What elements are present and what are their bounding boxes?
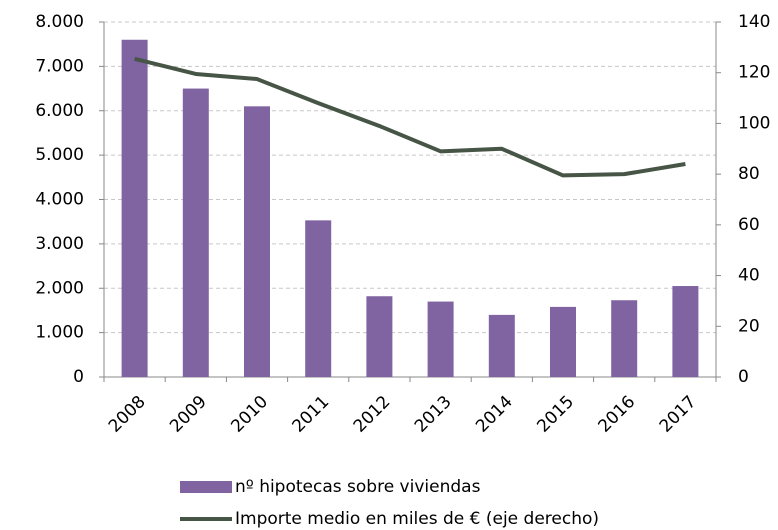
bar bbox=[182, 88, 209, 377]
y2-tick-label: 140 bbox=[738, 12, 770, 32]
x-tick-label: 2012 bbox=[350, 392, 395, 437]
bar bbox=[305, 220, 332, 377]
y-tick-label: 6.000 bbox=[35, 101, 84, 121]
y2-tick-label: 60 bbox=[738, 215, 760, 235]
y2-tick-label: 120 bbox=[738, 63, 770, 83]
y-tick-label: 4.000 bbox=[35, 190, 84, 210]
bar bbox=[488, 314, 515, 377]
x-tick-label: 2010 bbox=[227, 392, 272, 437]
bar bbox=[550, 306, 576, 377]
line bbox=[134, 56, 686, 178]
x-tick-label: 2013 bbox=[411, 392, 456, 437]
x-tick-label: 2008 bbox=[105, 392, 150, 437]
y2-tick-label: 80 bbox=[738, 164, 760, 184]
legend-label: Importe medio en miles de € (eje derecho… bbox=[235, 509, 599, 529]
bar bbox=[366, 296, 393, 377]
x-tick-label: 2015 bbox=[533, 392, 578, 437]
legend-swatch bbox=[180, 481, 232, 493]
y2-tick-label: 20 bbox=[738, 316, 760, 336]
bar bbox=[121, 39, 148, 377]
x-tick-label: 2009 bbox=[166, 392, 211, 437]
bar bbox=[611, 300, 638, 377]
legend-label: nº hipotecas sobre viviendas bbox=[235, 477, 481, 497]
bar bbox=[672, 286, 699, 377]
y2-tick-label: 100 bbox=[738, 113, 770, 133]
y-tick-label: 7.000 bbox=[35, 56, 84, 76]
y-tick-label: 0 bbox=[73, 367, 84, 387]
y-tick-label: 3.000 bbox=[35, 234, 84, 254]
x-tick-label: 2011 bbox=[289, 392, 334, 437]
x-tick-label: 2014 bbox=[472, 392, 517, 437]
y-tick-label: 8.000 bbox=[35, 12, 84, 32]
x-tick-label: 2016 bbox=[595, 392, 640, 437]
y2-tick-label: 40 bbox=[738, 266, 760, 286]
y2-tick-label: 0 bbox=[738, 367, 749, 387]
y-tick-label: 5.000 bbox=[35, 145, 84, 165]
y-tick-label: 2.000 bbox=[35, 278, 84, 298]
x-tick-label: 2017 bbox=[656, 392, 701, 437]
bar bbox=[427, 301, 454, 377]
bar bbox=[244, 106, 270, 377]
y-tick-label: 1.000 bbox=[35, 323, 84, 343]
